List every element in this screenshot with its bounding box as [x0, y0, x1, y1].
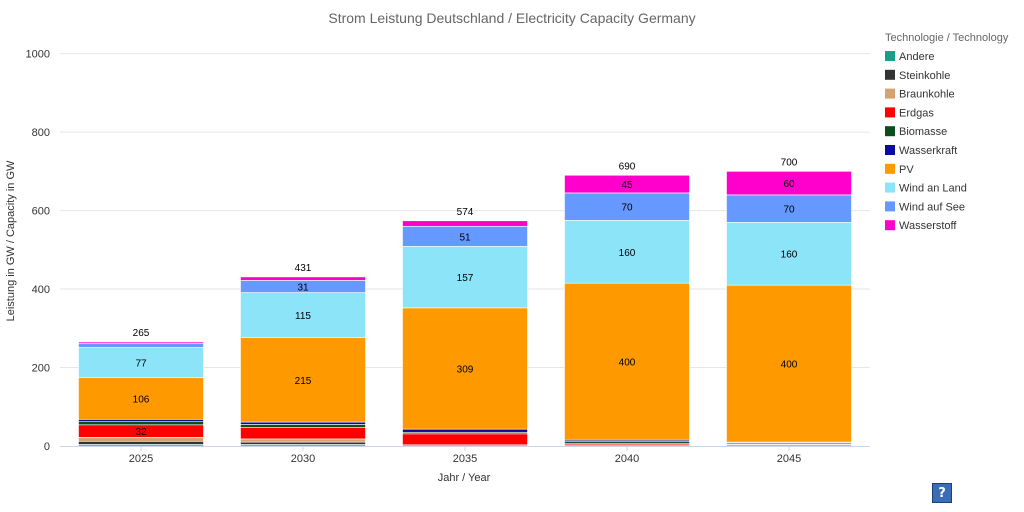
- bar-segment: [240, 427, 366, 440]
- bar-segment: [726, 222, 852, 286]
- data-label: 32: [135, 427, 147, 438]
- legend-item: Erdgas: [899, 107, 934, 119]
- bar-segment: [564, 192, 690, 221]
- x-tick-label: 2025: [129, 453, 153, 465]
- bar-segment: [240, 337, 366, 423]
- data-label: 160: [781, 250, 798, 261]
- data-labels: 32 106 77 265 215 115 31 431 309 157 51 574 400 160 70…: [133, 157, 798, 438]
- bar-segment: [726, 171, 852, 196]
- legend-swatch: [885, 51, 895, 61]
- legend-swatch: [885, 107, 895, 118]
- bar-segment: [402, 433, 528, 446]
- bar-segment: [726, 284, 852, 443]
- y-tick-label: 600: [32, 206, 50, 218]
- bar-segment: [564, 220, 690, 284]
- data-label: 309: [457, 365, 474, 376]
- data-label: 51: [459, 232, 471, 243]
- x-tick-label: 2035: [453, 453, 477, 465]
- bar-segment: [78, 343, 204, 348]
- data-label: 60: [783, 179, 795, 190]
- legend-item: PV: [899, 164, 914, 176]
- bar-segment: [240, 441, 366, 445]
- legend-item: Wind an Land: [899, 183, 967, 195]
- bar-segment: [240, 421, 366, 425]
- bar-segment: [78, 421, 204, 426]
- data-label: 77: [135, 359, 147, 370]
- legend-swatch: [885, 126, 895, 137]
- legend-title: Technologie / Technology: [885, 32, 1009, 44]
- legend-swatch: [885, 69, 895, 80]
- legend-swatch: [885, 163, 895, 174]
- data-label: 160: [619, 248, 636, 259]
- data-label: 45: [621, 180, 633, 191]
- legend-swatch: [885, 220, 895, 231]
- y-tick-label: 200: [32, 363, 50, 375]
- y-tick-label: 1000: [26, 49, 50, 61]
- chart-title: Strom Leistung Deutschland / Electricity…: [328, 10, 695, 26]
- y-tick-label: 0: [44, 441, 50, 453]
- bar-segment: [402, 245, 528, 309]
- bar-segment: [402, 220, 528, 227]
- bar-segment: [402, 307, 528, 430]
- bar-segment: [402, 428, 528, 433]
- bar-segment: [78, 419, 204, 422]
- bar-segment: [240, 292, 366, 339]
- data-label: 215: [295, 376, 312, 387]
- legend-item: Wind auf See: [899, 201, 965, 213]
- bar-segment: [564, 174, 690, 194]
- y-tick-label: 400: [32, 284, 50, 296]
- total-label: 690: [619, 161, 636, 172]
- legend-item: Wasserstoff: [899, 220, 957, 232]
- legend-swatch: [885, 182, 895, 193]
- legend-item: Andere: [899, 51, 934, 63]
- legend-item: Wasserkraft: [899, 145, 957, 157]
- total-label: 265: [133, 328, 150, 339]
- bar-segment: [564, 282, 690, 441]
- legend-item: Biomasse: [899, 126, 947, 138]
- x-tick-label: 2045: [777, 453, 801, 465]
- data-label: 400: [781, 360, 798, 371]
- bars: [78, 171, 852, 447]
- bar-segment: [78, 341, 204, 344]
- data-label: 115: [295, 311, 311, 322]
- legend-swatch: [885, 145, 895, 155]
- legend: Technologie / Technology Andere Steinkohl…: [885, 32, 1009, 232]
- data-label: 400: [619, 358, 636, 369]
- data-label: 106: [133, 395, 150, 406]
- legend-swatch: [885, 201, 895, 212]
- bar-segment: [78, 377, 204, 420]
- y-tick-label: 800: [32, 127, 50, 139]
- data-label: 31: [297, 282, 309, 293]
- data-label: 70: [783, 205, 795, 216]
- data-label: 157: [457, 273, 474, 284]
- x-tick-label: 2040: [615, 453, 639, 465]
- x-tick-label: 2030: [291, 453, 315, 465]
- legend-item: Braunkohle: [899, 89, 955, 101]
- data-label: 70: [621, 203, 633, 214]
- help-button[interactable]: ?: [932, 483, 952, 503]
- legend-item: Steinkohle: [899, 70, 950, 82]
- y-axis-title: Leistung in GW / Capacity in GW: [5, 160, 17, 321]
- axes: 0 200 400 600 800 1000 2025 2030 2035 2040 2045: [26, 49, 870, 465]
- bar-segment: [240, 438, 366, 443]
- x-axis-title: Jahr / Year: [438, 472, 491, 484]
- total-label: 574: [457, 207, 474, 218]
- legend-swatch: [885, 88, 895, 99]
- bar-segment: [240, 276, 366, 281]
- bar-segment: [78, 440, 204, 445]
- bar-segment: [240, 424, 366, 428]
- total-label: 431: [295, 263, 312, 274]
- total-label: 700: [781, 157, 798, 168]
